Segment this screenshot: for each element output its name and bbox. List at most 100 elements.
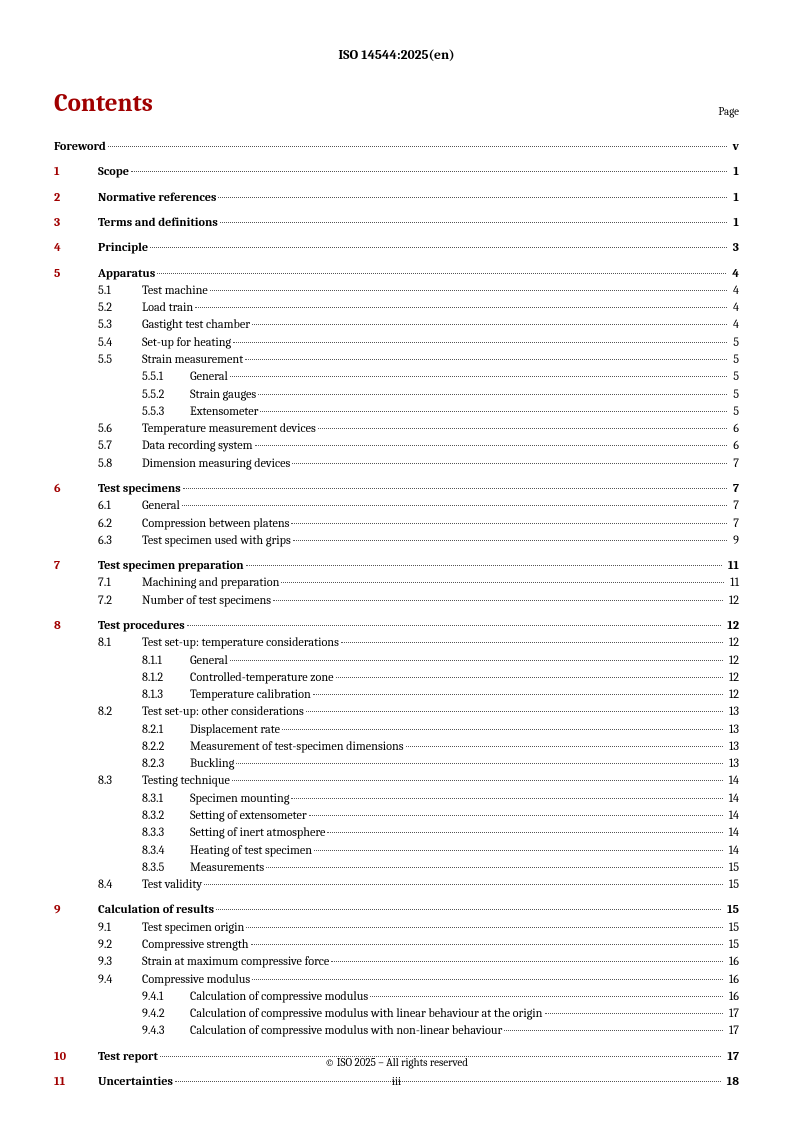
toc-number: 8.3.5 (142, 860, 190, 876)
toc-entry: 5.5.1General5 (54, 368, 739, 385)
toc-title: Test set-up: other considerations (142, 704, 304, 720)
toc-entry: 9.4.2Calculation of compressive modulus … (54, 1005, 739, 1022)
toc-page: 12 (725, 593, 739, 609)
toc-entry: 8.3Testing technique 14 (54, 772, 739, 789)
toc-number: 5.7 (98, 438, 142, 454)
toc-title: Set-up for heating (142, 335, 231, 351)
toc-title: General (142, 498, 180, 514)
toc-number: 7.2 (98, 593, 142, 609)
toc-number: 2 (54, 190, 98, 206)
toc-number: 8.3 (98, 773, 142, 789)
toc-number: 5.5.2 (142, 387, 190, 403)
toc-entry: 5.8Dimension measuring devices7 (54, 455, 739, 472)
toc-number: 8.2.3 (142, 756, 190, 772)
toc-title: Testing technique (142, 773, 230, 789)
toc-number: 5.5.3 (142, 404, 190, 420)
toc-entry: 8.3.1Specimen mounting14 (54, 790, 739, 807)
toc-leader-dots (314, 841, 723, 853)
toc-leader-dots (258, 385, 727, 397)
toc-page: 12 (725, 670, 739, 686)
toc-number: 7.1 (98, 575, 142, 591)
toc-title: Buckling (190, 756, 234, 772)
toc-title: Measurements (190, 860, 264, 876)
toc-title: Test specimen origin (142, 920, 244, 936)
toc-page: 15 (723, 902, 739, 918)
toc-entry: 7.1Machining and preparation11 (54, 574, 739, 591)
toc-number: 3 (54, 215, 98, 231)
toc-leader-dots (260, 403, 727, 415)
toc-number: 6.3 (98, 533, 142, 549)
toc-page: 7 (729, 456, 739, 472)
toc-page: 14 (725, 843, 739, 859)
toc-entry: 8.1.2Controlled-temperature zone12 (54, 669, 739, 686)
toc-entry: 8.2.2Measurement of test-specimen dimens… (54, 738, 739, 755)
toc-entry: 5.4Set-up for heating5 (54, 334, 739, 351)
toc-title: Load train (142, 300, 193, 316)
toc-title: Machining and preparation (142, 575, 279, 591)
toc-page: 11 (724, 558, 739, 574)
title-row: Contents Page (54, 89, 739, 118)
toc-leader-dots (246, 919, 722, 931)
toc-page: 15 (725, 877, 739, 893)
toc-title: Test specimens (98, 481, 181, 497)
toc-leader-dots (273, 591, 723, 603)
toc-number: 9.3 (98, 954, 142, 970)
toc-leader-dots (282, 720, 723, 732)
toc-number: 8.2 (98, 704, 142, 720)
toc-number: 8.3.4 (142, 843, 190, 859)
toc-title: Calculation of results (98, 902, 214, 918)
toc-leader-dots (108, 138, 727, 150)
toc-leader-dots (236, 755, 723, 767)
toc-page: 3 (729, 240, 739, 256)
toc-number: 5.6 (98, 421, 142, 437)
toc-title: Extensometer (190, 404, 258, 420)
toc-title: Setting of inert atmosphere (190, 825, 325, 841)
toc-leader-dots (131, 163, 727, 175)
toc-page: 12 (725, 687, 739, 703)
toc-entry: 3Terms and definitions1 (54, 214, 739, 231)
toc-leader-dots (313, 686, 723, 698)
toc-entry: 9.3Strain at maximum compressive force16 (54, 953, 739, 970)
toc-page: 1 (729, 190, 739, 206)
toc-entry: 5Apparatus4 (54, 264, 739, 281)
toc-title: Test set-up: temperature considerations (142, 635, 339, 651)
toc-leader-dots (293, 532, 727, 544)
toc-title: Compressive strength (142, 937, 249, 953)
toc-page: 4 (729, 317, 739, 333)
toc-leader-dots (232, 772, 723, 784)
toc-number: 8.4 (98, 877, 142, 893)
toc-leader-dots (187, 617, 722, 629)
toc-page: 14 (725, 773, 739, 789)
toc-entry: 7Test specimen preparation11 (54, 557, 739, 574)
toc-title: Terms and definitions (98, 215, 218, 231)
toc-title: Calculation of compressive modulus (190, 989, 368, 1005)
toc-leader-dots (252, 316, 727, 328)
toc-number: 9.2 (98, 937, 142, 953)
toc-leader-dots (292, 455, 727, 467)
table-of-contents: Forewordv1Scope12Normative references13T… (54, 138, 739, 1090)
toc-page: 15 (725, 920, 739, 936)
toc-entry: 2Normative references1 (54, 189, 739, 206)
toc-leader-dots (210, 282, 727, 294)
page-footer: © ISO 2025 – All rights reserved iii (0, 1056, 793, 1088)
toc-leader-dots (150, 239, 727, 251)
toc-leader-dots (291, 790, 722, 802)
toc-title: Heating of test specimen (190, 843, 312, 859)
toc-title: Principle (98, 240, 148, 256)
toc-leader-dots (218, 189, 727, 201)
toc-entry: 9.4.1Calculation of compressive modulus1… (54, 988, 739, 1005)
toc-number: 8.1.2 (142, 670, 190, 686)
toc-leader-dots (255, 437, 728, 449)
toc-title: Test procedures (98, 618, 185, 634)
toc-entry: 8.2Test set-up: other considerations 13 (54, 703, 739, 720)
toc-entry: 4Principle3 (54, 239, 739, 256)
toc-number: 6.1 (98, 498, 142, 514)
toc-page: 13 (725, 704, 739, 720)
toc-page: 5 (729, 404, 739, 420)
toc-leader-dots (195, 299, 727, 311)
toc-leader-dots (157, 264, 726, 276)
toc-number: 8.2.2 (142, 739, 190, 755)
toc-entry: 5.5Strain measurement5 (54, 351, 739, 368)
page-number: iii (0, 1075, 793, 1088)
toc-entry: 9.4Compressive modulus16 (54, 970, 739, 987)
